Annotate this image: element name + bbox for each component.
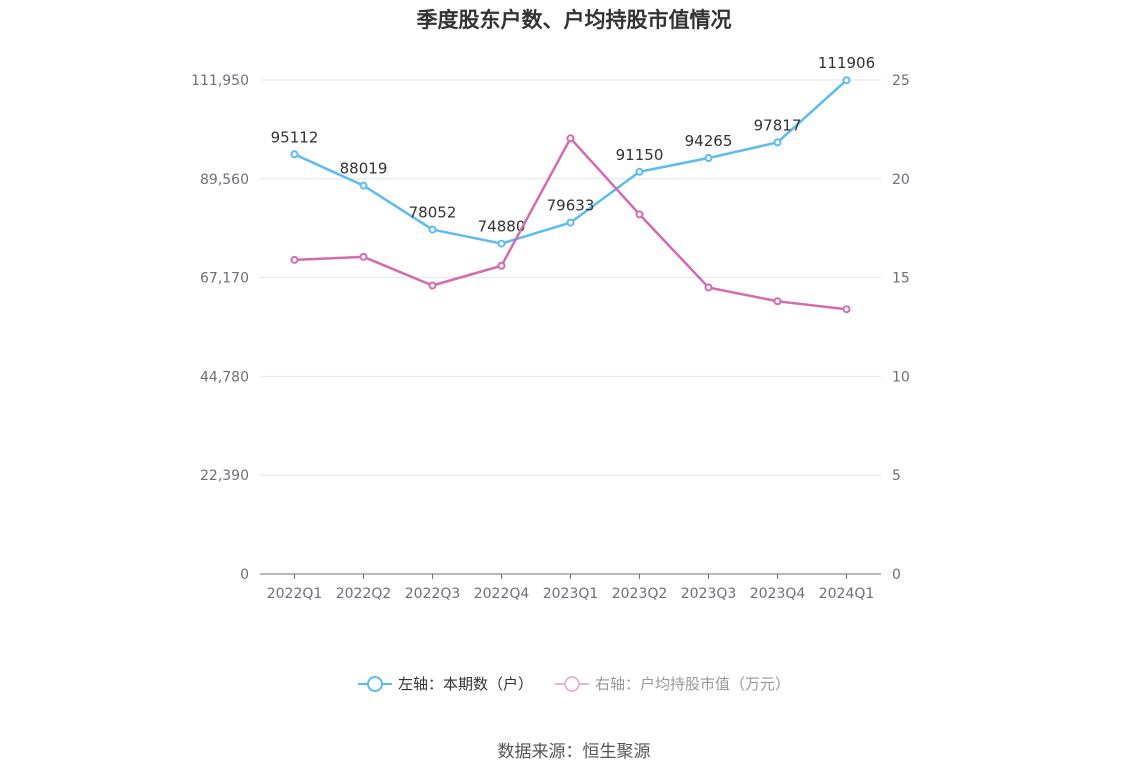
data-point-1 [359,252,368,261]
x-axis-tick-label: 2022Q3 [405,586,461,602]
right-axis-tick-label: 10 [892,369,910,385]
x-axis-tick-label: 2023Q2 [612,586,668,602]
data-point-0 [566,218,575,227]
data-point-0 [290,150,299,159]
data-point-0 [497,239,506,248]
left-axis-tick-label: 44,780 [200,369,249,385]
legend-label-right-series: 右轴：户均持股市值（万元） [595,675,791,693]
x-axis-tick-label: 2023Q1 [543,586,599,602]
legend-item-right-series[interactable]: 右轴：户均持股市值（万元） [555,673,790,694]
data-point-1 [497,261,506,270]
data-label: 97817 [754,116,802,134]
chart-legend: 左轴：本期数（户） 右轴：户均持股市值（万元） [0,673,1148,694]
data-label: 91150 [616,146,664,164]
right-axis-tick-label: 15 [892,271,910,287]
x-axis-tick-label: 2022Q2 [336,586,392,602]
x-axis-tick-label: 2023Q4 [750,586,806,602]
data-label: 79633 [547,197,595,215]
data-point-0 [842,76,851,85]
legend-item-left-series[interactable]: 左轴：本期数（户） [357,673,533,694]
data-label: 78052 [409,204,457,222]
data-point-1 [773,297,782,306]
data-label: 94265 [685,132,733,150]
data-source: 数据来源：恒生聚源 [497,742,651,762]
data-point-1 [842,305,851,314]
data-point-1 [566,134,575,143]
data-point-0 [635,167,644,176]
data-point-1 [290,255,299,264]
x-axis-tick-label: 2022Q1 [267,586,323,602]
right-axis-tick-label: 0 [892,567,901,583]
data-label: 88019 [340,160,388,178]
data-point-0 [704,154,713,163]
left-axis-tick-label: 67,170 [200,271,249,287]
x-axis-tick-label: 2022Q4 [474,586,530,602]
x-axis-tick-label: 2024Q1 [819,586,875,602]
data-point-1 [428,281,437,290]
data-point-0 [428,225,437,234]
right-axis-tick-label: 5 [892,468,901,484]
left-axis-tick-label: 111,950 [191,73,249,89]
x-axis-tick-label: 2023Q3 [681,586,737,602]
right-axis-tick-label: 20 [892,172,910,188]
chart-title: 季度股东户数、户均持股市值情况 [416,8,732,32]
left-axis-tick-label: 0 [240,567,249,583]
right-axis-tick-label: 25 [892,73,910,89]
data-point-1 [635,210,644,219]
legend-marker-left-series-icon [357,675,392,692]
left-axis-tick-label: 89,560 [200,172,249,188]
left-axis-tick-label: 22,390 [200,468,249,484]
data-label: 74880 [478,218,526,236]
data-point-0 [773,138,782,147]
legend-marker-right-series-icon [555,675,589,692]
data-label: 111906 [818,54,875,72]
data-point-0 [359,181,368,190]
data-label: 95112 [271,128,319,146]
data-point-1 [704,283,713,292]
legend-label-left-series: 左轴：本期数（户） [397,675,533,693]
